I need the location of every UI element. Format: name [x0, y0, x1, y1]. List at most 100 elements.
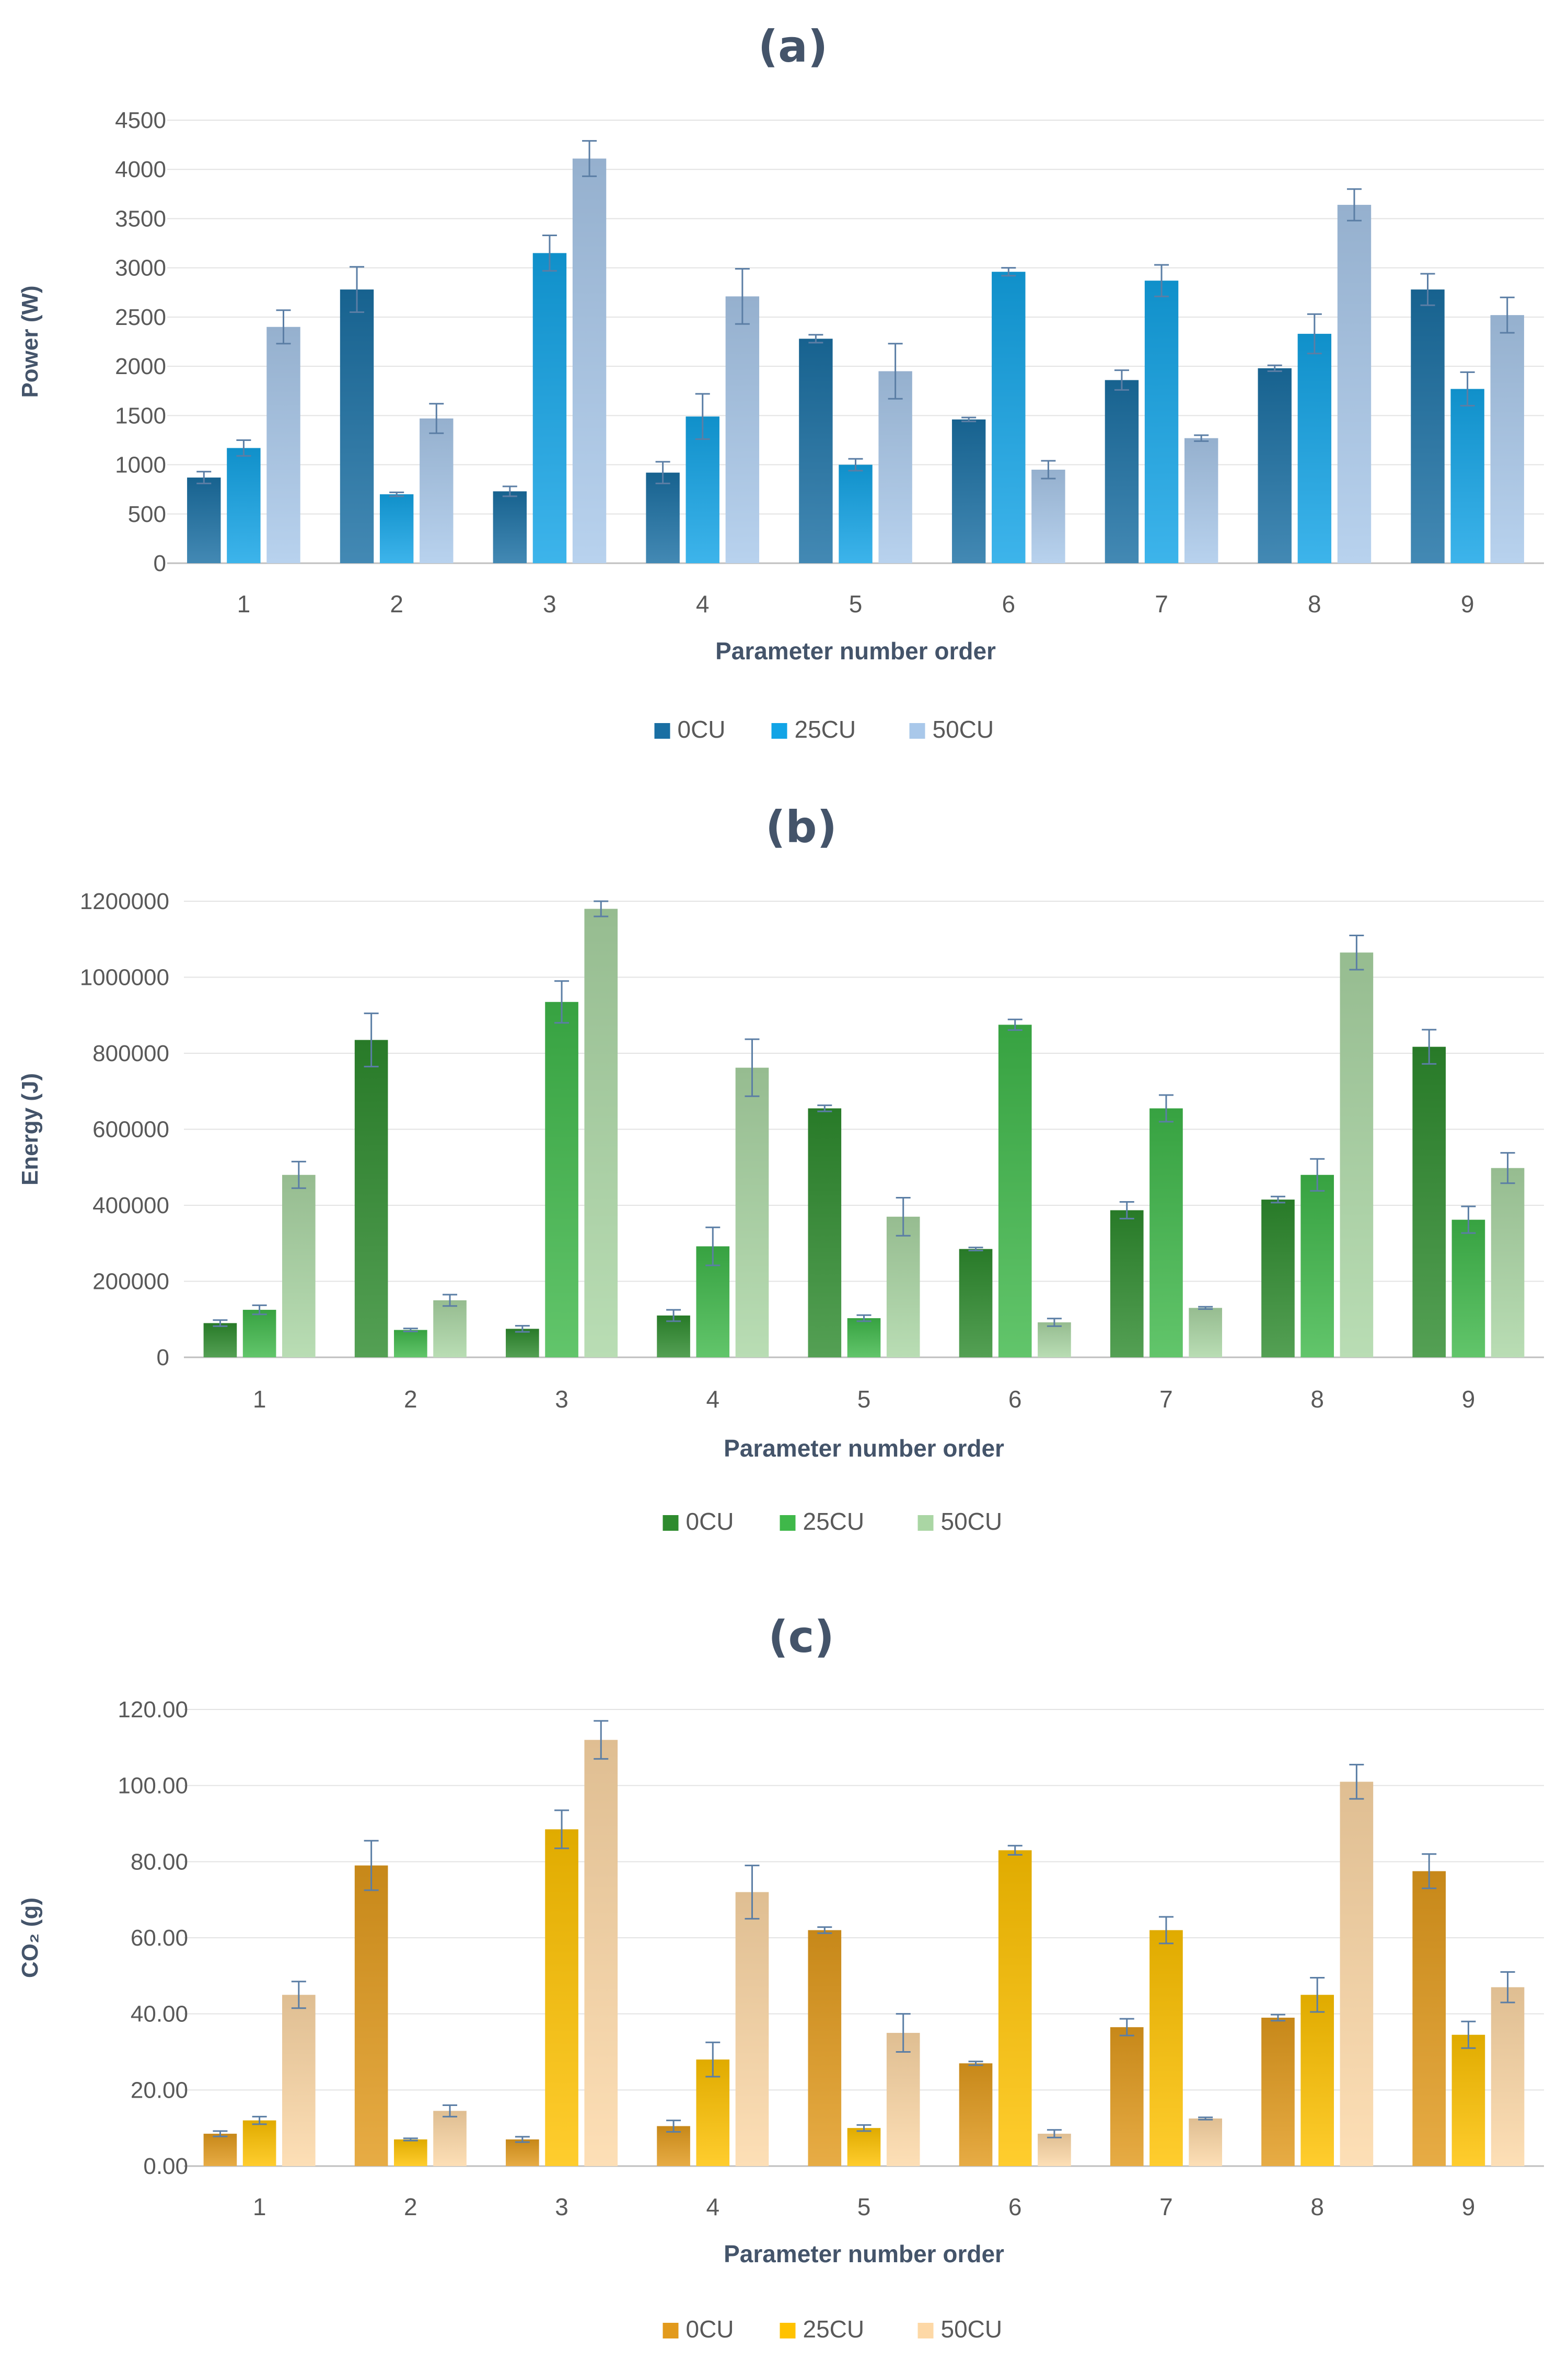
legend-swatch-25CU — [780, 1515, 796, 1531]
legend-swatch-50CU — [917, 1515, 934, 1531]
bar-25CU-7 — [1149, 1108, 1183, 1357]
bar-0CU-5 — [808, 1108, 842, 1357]
y-tick-label: 4500 — [115, 108, 166, 133]
legend-label-50CU: 50CU — [941, 1508, 1003, 1535]
bar-25CU-7 — [1149, 1930, 1183, 2166]
bar-0CU-5 — [808, 1930, 842, 2166]
bar-50CU-7 — [1184, 438, 1218, 563]
bar-50CU-6 — [1031, 469, 1065, 563]
x-tick-label: 4 — [706, 2193, 719, 2220]
bar-50CU-9 — [1491, 1168, 1525, 1357]
legend-swatch-0CU — [663, 2323, 679, 2338]
x-tick-label: 7 — [1159, 1386, 1173, 1413]
legend-swatch-50CU — [909, 723, 925, 739]
bar-25CU-2 — [394, 2139, 427, 2166]
x-tick-label: 2 — [404, 1386, 417, 1413]
x-tick-label: 6 — [1008, 1386, 1022, 1413]
bar-50CU-4 — [725, 296, 760, 563]
x-tick-label: 7 — [1155, 590, 1168, 618]
bar-50CU-4 — [735, 1892, 769, 2166]
x-tick-label: 5 — [857, 2193, 871, 2220]
y-axis-label: Power (W) — [17, 285, 43, 398]
y-tick-label: 100.00 — [118, 1773, 188, 1799]
y-tick-label: 400000 — [92, 1193, 169, 1218]
bar-0CU-9 — [1411, 289, 1445, 563]
x-tick-label: 2 — [390, 590, 403, 618]
bar-50CU-7 — [1189, 1308, 1222, 1357]
y-tick-label: 120.00 — [118, 1697, 188, 1723]
legend: 0CU 25CU 50CU — [663, 1508, 1003, 1535]
bar-50CU-6 — [1038, 1322, 1071, 1357]
bar-25CU-7 — [1144, 281, 1179, 563]
bar-25CU-8 — [1300, 1995, 1334, 2166]
x-tick-label: 3 — [543, 590, 556, 618]
bar-0CU-2 — [354, 1865, 388, 2166]
bar-25CU-6 — [998, 1850, 1032, 2166]
x-tick-label: 7 — [1159, 2193, 1173, 2220]
bar-0CU-3 — [493, 491, 527, 563]
bar-25CU-4 — [686, 416, 719, 563]
bar-25CU-9 — [1451, 1219, 1485, 1357]
bar-50CU-8 — [1337, 205, 1372, 563]
bar-50CU-3 — [584, 1740, 618, 2166]
bar-25CU-8 — [1297, 333, 1332, 563]
x-tick-label: 3 — [555, 2193, 568, 2220]
bar-50CU-6 — [1038, 2134, 1071, 2166]
chart-title: (c) — [768, 1611, 834, 1662]
legend-label-0CU: 0CU — [686, 1508, 734, 1535]
bar-50CU-9 — [1490, 315, 1524, 563]
y-tick-label: 200000 — [92, 1269, 169, 1295]
bar-0CU-9 — [1412, 1046, 1446, 1357]
bar-50CU-5 — [886, 2033, 920, 2166]
bar-25CU-2 — [394, 1330, 427, 1357]
bar-50CU-3 — [572, 158, 607, 563]
bar-25CU-3 — [545, 1002, 578, 1357]
x-tick-label: 1 — [237, 590, 251, 618]
legend-label-25CU: 25CU — [795, 716, 856, 743]
bar-0CU-7 — [1110, 2027, 1144, 2166]
bar-50CU-2 — [433, 2111, 467, 2166]
y-tick-label: 2500 — [115, 305, 166, 330]
bar-0CU-8 — [1261, 1200, 1295, 1357]
x-tick-label: 6 — [1008, 2193, 1022, 2220]
bar-50CU-7 — [1189, 2118, 1222, 2166]
legend-swatch-25CU — [771, 723, 787, 739]
bar-25CU-9 — [1450, 389, 1484, 563]
chart-a: (a) 0 500 1000 1500 2000 2500 3000 3500 4000 4500 P… — [17, 21, 1544, 743]
x-tick-label: 9 — [1462, 2193, 1476, 2220]
x-axis-label: Parameter number order — [724, 2240, 1004, 2267]
x-tick-label: 2 — [404, 2193, 417, 2220]
y-tick-label: 40.00 — [131, 2001, 188, 2027]
legend-label-25CU: 25CU — [803, 1508, 865, 1535]
bar-50CU-1 — [282, 1174, 316, 1357]
bar-25CU-2 — [379, 494, 414, 563]
bar-25CU-5 — [847, 1318, 881, 1357]
bar-0CU-1 — [203, 2134, 237, 2166]
y-tick-label: 4000 — [115, 157, 166, 182]
x-tick-label: 8 — [1310, 1386, 1324, 1413]
x-tick-label: 8 — [1308, 590, 1321, 618]
bar-0CU-2 — [340, 289, 374, 563]
legend-label-50CU: 50CU — [941, 2315, 1003, 2343]
bar-0CU-8 — [1261, 2017, 1295, 2166]
legend-swatch-0CU — [654, 723, 670, 739]
bar-25CU-8 — [1300, 1174, 1334, 1357]
y-tick-label: 0.00 — [143, 2154, 188, 2179]
bar-25CU-9 — [1451, 2034, 1485, 2166]
y-tick-label: 1000000 — [80, 965, 169, 991]
bar-0CU-1 — [203, 1323, 237, 1357]
x-tick-label: 3 — [555, 1386, 568, 1413]
bar-25CU-5 — [839, 464, 873, 563]
legend-label-50CU: 50CU — [933, 716, 994, 743]
legend-label-0CU: 0CU — [686, 2315, 734, 2343]
bar-0CU-4 — [657, 2126, 690, 2166]
bar-50CU-5 — [878, 371, 912, 563]
bar-0CU-6 — [959, 1249, 993, 1357]
legend-swatch-0CU — [663, 1515, 679, 1531]
y-tick-label: 60.00 — [131, 1925, 188, 1951]
y-axis-label: Energy (J) — [17, 1073, 43, 1185]
bar-0CU-1 — [187, 478, 221, 563]
bar-0CU-7 — [1110, 1210, 1144, 1357]
x-tick-label: 1 — [253, 2193, 266, 2220]
bar-25CU-1 — [242, 2120, 276, 2166]
